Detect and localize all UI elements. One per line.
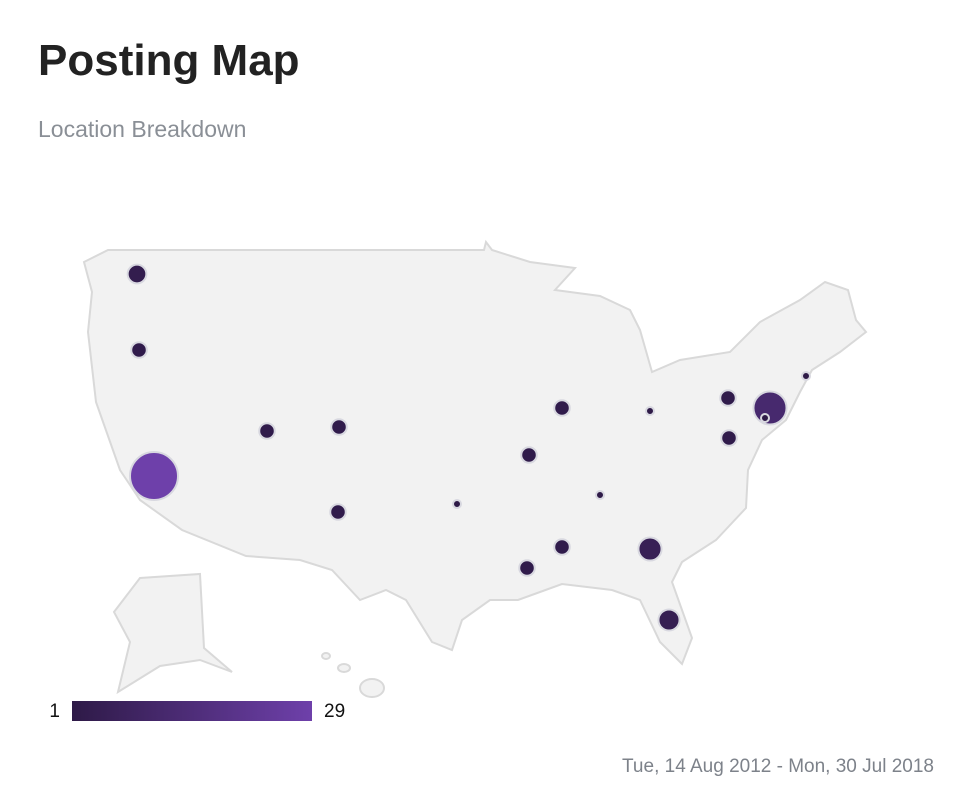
location-bubble[interactable] [258, 422, 276, 440]
location-bubble[interactable] [595, 490, 605, 500]
location-bubble[interactable] [645, 406, 655, 416]
location-bubble[interactable] [126, 263, 148, 285]
legend-gradient [72, 701, 312, 721]
location-bubble[interactable] [553, 399, 571, 417]
location-bubble[interactable] [801, 371, 811, 381]
location-bubble[interactable] [720, 429, 738, 447]
location-bubble[interactable] [129, 451, 179, 501]
location-bubble[interactable] [752, 390, 788, 426]
page-subtitle: Location Breakdown [38, 116, 247, 142]
us-mainland [82, 239, 868, 666]
location-bubble[interactable] [518, 559, 536, 577]
location-bubble[interactable] [130, 341, 148, 359]
location-bubble[interactable] [657, 608, 681, 632]
location-bubble[interactable] [760, 413, 770, 423]
alaska [112, 572, 233, 695]
location-bubble[interactable] [452, 499, 462, 509]
location-bubble[interactable] [520, 446, 538, 464]
location-bubble[interactable] [719, 389, 737, 407]
date-range: Tue, 14 Aug 2012 - Mon, 30 Jul 2018 [622, 756, 934, 777]
hawaii [321, 652, 331, 660]
location-bubble[interactable] [637, 536, 663, 562]
legend-min: 1 [49, 701, 60, 722]
location-bubble[interactable] [330, 418, 348, 436]
location-bubble[interactable] [329, 503, 347, 521]
hawaii [337, 663, 351, 673]
location-bubble[interactable] [553, 538, 571, 556]
page-title: Posting Map [38, 36, 300, 85]
legend-max: 29 [324, 701, 345, 722]
hawaii [359, 678, 385, 698]
